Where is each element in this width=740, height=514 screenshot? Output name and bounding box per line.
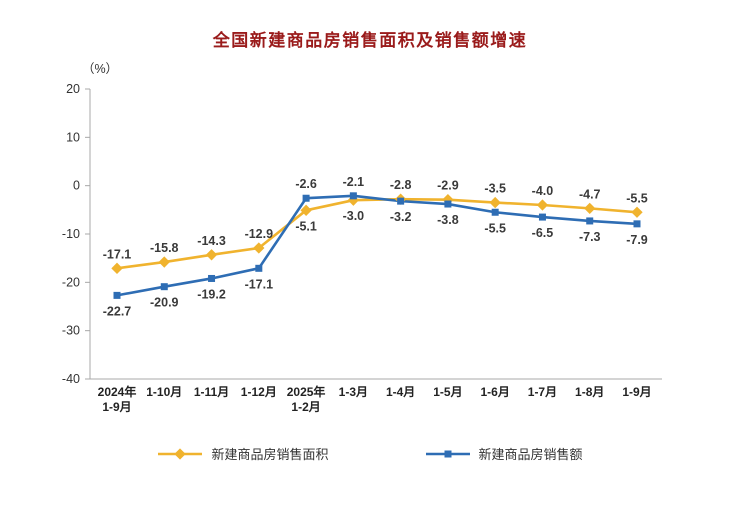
chart-plot-area: 20 10 0 -10 -20 -30 -40 2024年 1-9月 1-10月 1-11月 1-12… xyxy=(62,82,662,414)
svg-text:1-8月: 1-8月 xyxy=(575,385,604,399)
y-axis-unit-label: （%） xyxy=(82,62,118,76)
chart-title: 全国新建商品房销售面积及销售额增速 xyxy=(212,31,528,50)
svg-text:1-3月: 1-3月 xyxy=(339,385,368,399)
svg-text:-4.0: -4.0 xyxy=(532,184,554,198)
svg-text:-3.8: -3.8 xyxy=(437,213,459,227)
svg-text:-40: -40 xyxy=(62,372,80,386)
svg-text:10: 10 xyxy=(66,130,80,144)
svg-text:-17.1: -17.1 xyxy=(103,247,132,261)
legend-swatch-sales-area-line xyxy=(158,447,203,460)
svg-text:-5.5: -5.5 xyxy=(484,221,506,235)
svg-text:-19.2: -19.2 xyxy=(197,287,226,301)
svg-text:-3.0: -3.0 xyxy=(343,209,365,223)
svg-text:-7.3: -7.3 xyxy=(579,230,601,244)
svg-text:-5.5: -5.5 xyxy=(626,191,648,205)
line-chart: （%） 20 10 0 -10 -20 -30 -40 2024年 1-9月 1-10月 1-11月… xyxy=(62,62,662,414)
legend-item-sales-area: 新建商品房销售面积 xyxy=(157,444,329,463)
legend-item-sales-amount: 新建商品房销售额 xyxy=(425,444,583,463)
svg-text:-4.7: -4.7 xyxy=(579,187,601,201)
svg-text:-5.1: -5.1 xyxy=(295,219,317,233)
svg-text:-6.5: -6.5 xyxy=(532,226,554,240)
svg-text:1-11月: 1-11月 xyxy=(194,385,229,399)
svg-text:1-12月: 1-12月 xyxy=(241,385,277,399)
svg-text:-30: -30 xyxy=(62,324,80,338)
svg-text:1-4月: 1-4月 xyxy=(386,385,415,399)
svg-text:-10: -10 xyxy=(62,227,80,241)
svg-text:1-7月: 1-7月 xyxy=(528,385,557,399)
svg-text:-20: -20 xyxy=(62,275,80,289)
svg-text:1-6月: 1-6月 xyxy=(481,385,510,399)
svg-text:-3.5: -3.5 xyxy=(484,182,506,196)
svg-text:-14.3: -14.3 xyxy=(197,234,226,248)
svg-text:-15.8: -15.8 xyxy=(150,241,179,255)
legend-label-sales-amount: 新建商品房销售额 xyxy=(478,447,583,462)
svg-text:-17.1: -17.1 xyxy=(245,277,274,291)
svg-text:20: 20 xyxy=(66,82,80,96)
legend-label-sales-area: 新建商品房销售面积 xyxy=(211,447,329,462)
svg-text:-20.9: -20.9 xyxy=(150,296,179,310)
legend-swatch-sales-amount-line xyxy=(425,450,470,457)
svg-text:-12.9: -12.9 xyxy=(245,227,274,241)
svg-text:-2.8: -2.8 xyxy=(390,178,412,192)
svg-text:0: 0 xyxy=(73,179,80,193)
svg-text:-3.2: -3.2 xyxy=(390,210,412,224)
svg-text:-2.9: -2.9 xyxy=(437,179,459,193)
svg-text:-2.1: -2.1 xyxy=(343,175,365,189)
svg-text:1-9月: 1-9月 xyxy=(622,385,651,399)
svg-text:1-10月: 1-10月 xyxy=(146,385,182,399)
chart-legend: 新建商品房销售面积 新建商品房销售额 xyxy=(0,444,740,463)
svg-text:1-5月: 1-5月 xyxy=(433,385,462,399)
svg-text:-7.9: -7.9 xyxy=(626,233,648,247)
svg-text:-2.6: -2.6 xyxy=(295,177,317,191)
svg-text:-22.7: -22.7 xyxy=(103,304,132,318)
